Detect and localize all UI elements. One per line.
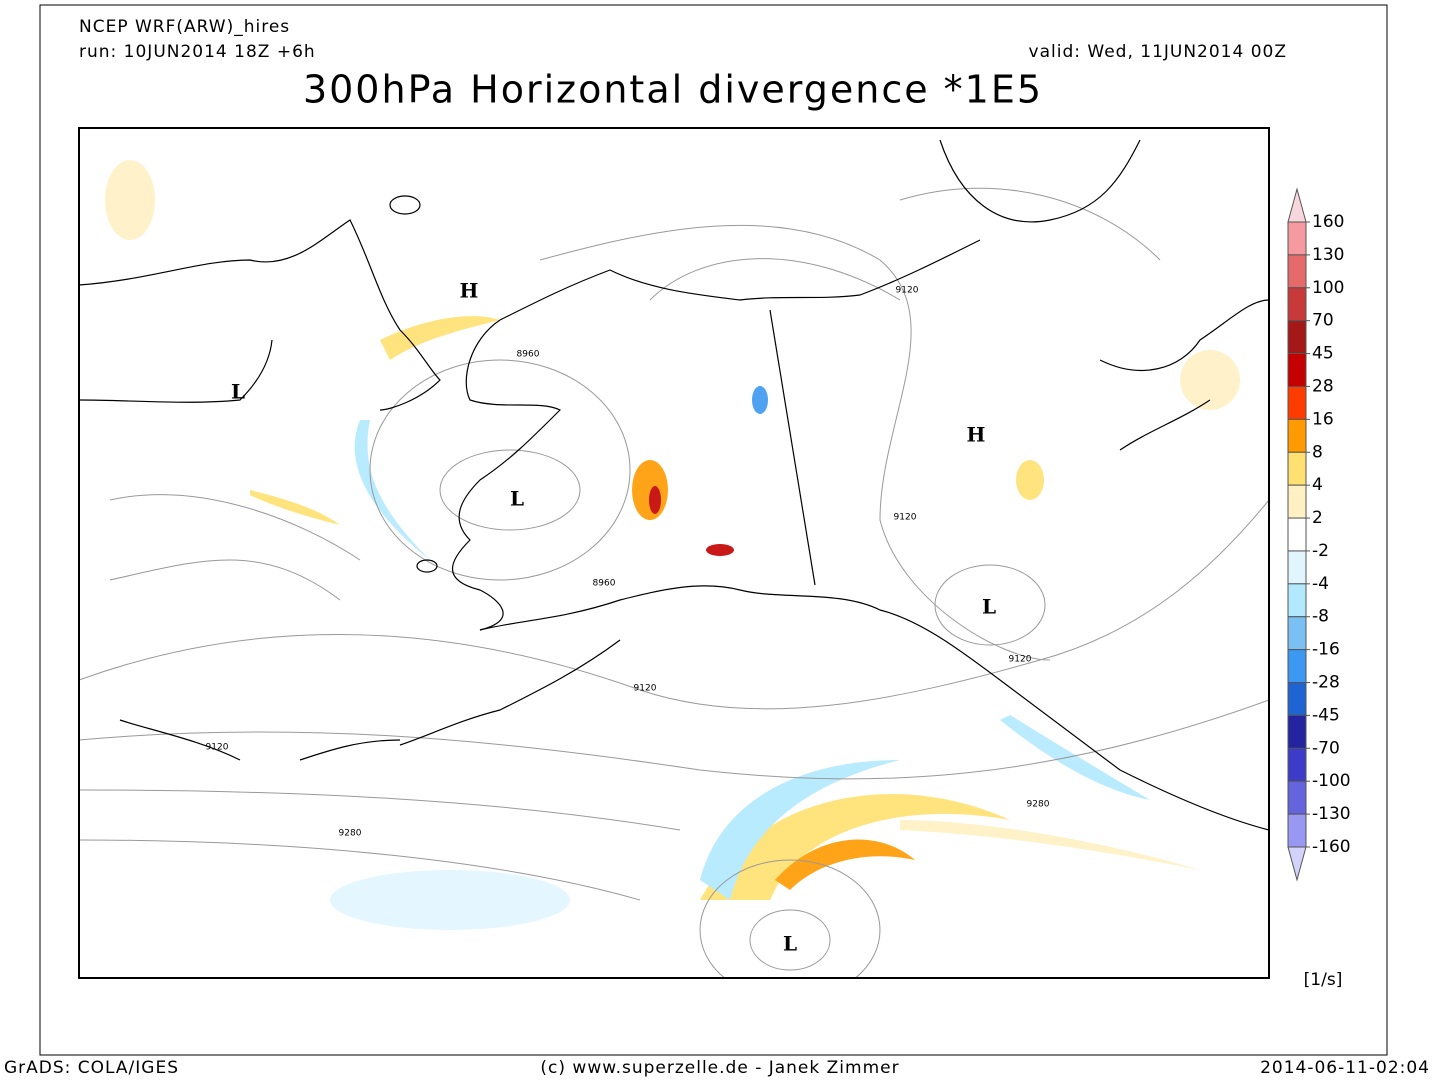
map-frame xyxy=(78,127,1270,979)
colorbar-box xyxy=(1287,616,1307,651)
colorbar-label: 130 xyxy=(1312,245,1344,265)
colorbar-box xyxy=(1287,418,1307,453)
contour-label: 8960 xyxy=(593,579,616,589)
colorbar-cap xyxy=(1287,187,1307,223)
colorbar-box xyxy=(1287,451,1307,486)
colorbar-box xyxy=(1287,254,1307,289)
pressure-center: H xyxy=(460,279,479,303)
contour-label: 9280 xyxy=(1027,800,1050,810)
colorbar-box xyxy=(1287,649,1307,684)
colorbar-label: 16 xyxy=(1312,409,1334,429)
colorbar-label: -2 xyxy=(1312,541,1329,561)
colorbar-box xyxy=(1287,747,1307,782)
pressure-center: L xyxy=(231,380,245,404)
coastline xyxy=(79,139,1269,831)
colorbar-label: 2 xyxy=(1312,508,1323,528)
colorbar-box xyxy=(1287,385,1307,420)
colorbar-box xyxy=(1287,484,1307,519)
colorbar-label: -70 xyxy=(1312,738,1340,758)
colorbar-cap xyxy=(1287,846,1307,882)
contour-label: 8960 xyxy=(517,350,540,360)
colorbar: 160 130 100 70 45 28 16 8 4 2 -2 -4 -8 -16 -28 -45 -70 -1… xyxy=(1287,187,1351,882)
run-time: run: 10JUN2014 18Z +6h xyxy=(79,42,316,62)
contour-label: 9120 xyxy=(1009,655,1032,665)
pressure-center: L xyxy=(982,595,996,619)
colorbar-box xyxy=(1287,714,1307,749)
colorbar-label: -4 xyxy=(1312,574,1329,594)
colorbar-box xyxy=(1287,813,1307,848)
colorbar-box xyxy=(1287,320,1307,355)
colorbar-box xyxy=(1287,517,1307,552)
contour-label: 9280 xyxy=(339,829,362,839)
map-title: 300hPa Horizontal divergence *1E5 xyxy=(303,68,1043,112)
contours xyxy=(79,187,1269,978)
pressure-center: L xyxy=(510,487,524,511)
colorbar-box xyxy=(1287,353,1307,387)
footer-center: (c) www.superzelle.de - Janek Zimmer xyxy=(540,1058,899,1078)
footer-left: GrADS: COLA/IGES xyxy=(4,1058,179,1078)
unit-label: [1/s] xyxy=(1304,970,1343,990)
colorbar-label: -130 xyxy=(1312,804,1351,824)
contour-label: 9120 xyxy=(894,513,917,523)
colorbar-label: 28 xyxy=(1312,376,1334,396)
colorbar-label: 100 xyxy=(1312,278,1344,298)
colorbar-label: -8 xyxy=(1312,607,1329,627)
colorbar-box xyxy=(1287,550,1307,585)
valid-time: valid: Wed, 11JUN2014 00Z xyxy=(1029,42,1287,62)
map: H L H L L L 8960 8960 9120 9120 9120 912… xyxy=(79,128,1269,978)
colorbar-box xyxy=(1287,780,1307,815)
colorbar-label: -160 xyxy=(1312,837,1351,857)
contour-label: 9120 xyxy=(896,286,919,296)
colorbar-box xyxy=(1287,287,1307,322)
pressure-center: H xyxy=(967,423,986,447)
outer-frame xyxy=(39,4,1388,1056)
footer-right: 2014-06-11-02:04 xyxy=(1260,1058,1430,1078)
colorbar-label: -16 xyxy=(1312,640,1340,660)
colorbar-box xyxy=(1287,221,1307,256)
model-name: NCEP WRF(ARW)_hires xyxy=(79,17,290,37)
contour-label: 9120 xyxy=(206,743,229,753)
contour-label: 9120 xyxy=(634,684,657,694)
colorbar-label: -100 xyxy=(1312,771,1351,791)
colorbar-box xyxy=(1287,682,1307,716)
colorbar-label: 45 xyxy=(1312,344,1334,364)
colorbar-box xyxy=(1287,583,1307,618)
colorbar-label: 70 xyxy=(1312,311,1334,331)
pressure-center: L xyxy=(783,932,797,956)
colorbar-label: 160 xyxy=(1312,212,1344,232)
colorbar-label: -45 xyxy=(1312,705,1340,725)
colorbar-label: 4 xyxy=(1312,475,1323,495)
colorbar-label: -28 xyxy=(1312,673,1340,693)
colorbar-label: 8 xyxy=(1312,442,1323,462)
